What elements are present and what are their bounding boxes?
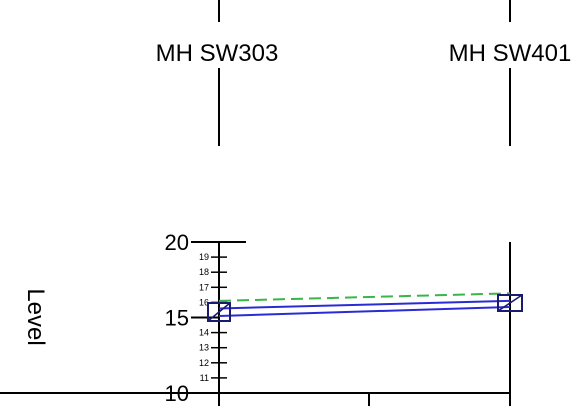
minor-tick-label-12: 12 (199, 358, 209, 368)
major-tick-label-10: 10 (165, 381, 189, 406)
manhole-label-sw401: MH SW401 (449, 40, 572, 67)
level-axis-ticks: 20 15 10 19 18 17 16 14 13 12 11 (165, 230, 227, 406)
minor-tick-label-16: 16 (199, 297, 209, 307)
minor-tick-label-19: 19 (199, 252, 209, 262)
minor-tick-label-17: 17 (199, 282, 209, 292)
pipe-invert-line (218, 305, 511, 317)
minor-tick-label-18: 18 (199, 267, 209, 277)
manhole-symbol-sw303 (207, 302, 231, 322)
hydraulic-grade-line (218, 292, 511, 302)
major-tick-label-20: 20 (165, 230, 189, 255)
major-tick-label-15: 15 (165, 306, 189, 331)
minor-tick-label-13: 13 (199, 343, 209, 353)
manhole-label-sw303: MH SW303 (156, 40, 279, 67)
level-axis-label: Level (22, 288, 49, 345)
minor-tick-label-11: 11 (200, 373, 209, 383)
manhole-symbol-sw401 (497, 294, 523, 312)
pipe-crown-line (218, 299, 511, 310)
minor-tick-label-14: 14 (199, 328, 209, 338)
